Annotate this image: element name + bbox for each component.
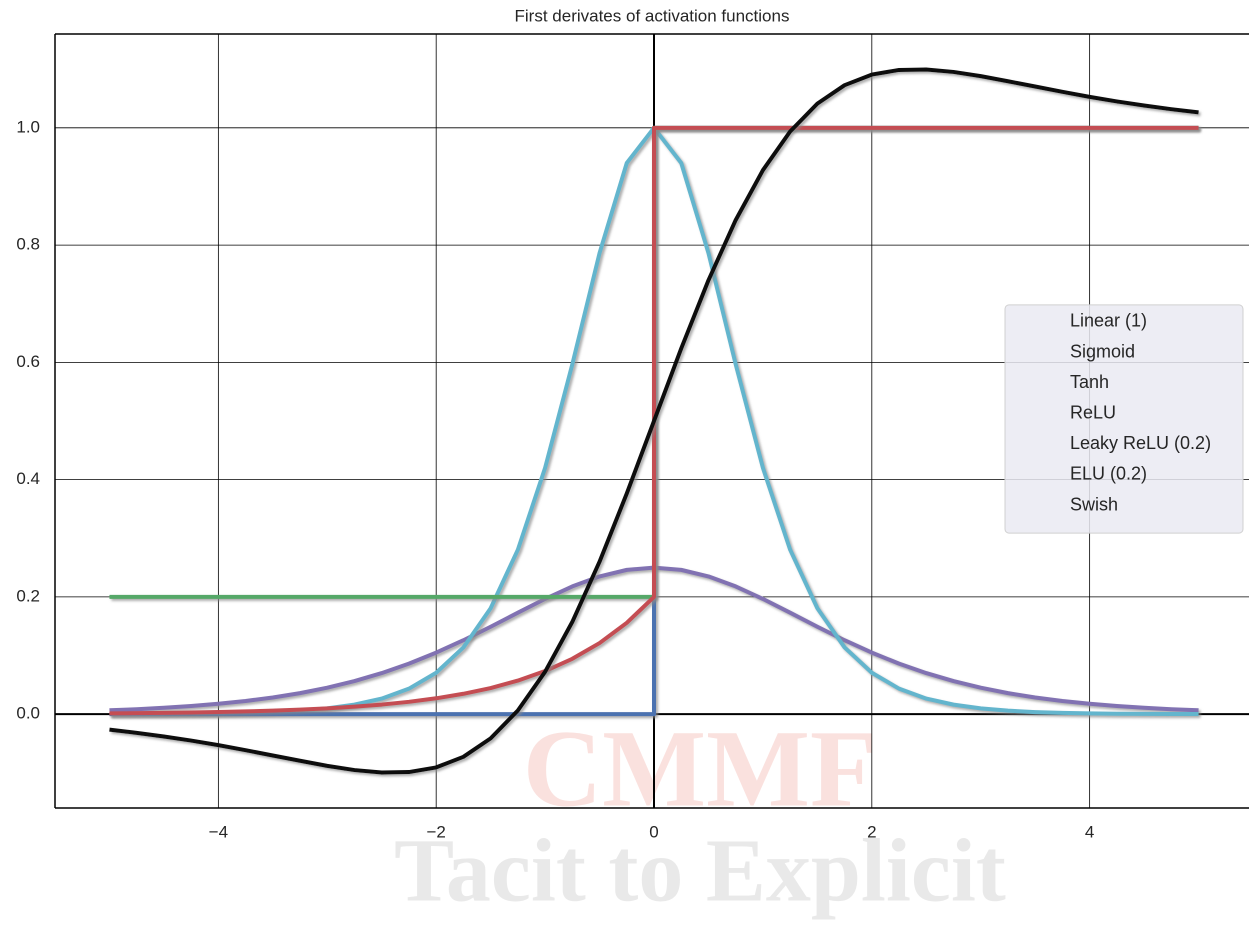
x-tick-label: 4 — [1085, 822, 1094, 841]
legend-label: ELU (0.2) — [1070, 464, 1147, 484]
y-tick-label: 0.0 — [16, 704, 40, 723]
watermark: CMMF — [523, 707, 877, 829]
watermark: Tacit to Explicit — [394, 822, 1006, 921]
legend-box — [1004, 304, 1244, 534]
series-line — [109, 125, 1199, 716]
x-tick-label: 2 — [867, 822, 876, 841]
legend-label: Leaky ReLU (0.2) — [1070, 433, 1211, 453]
y-tick-label: 0.4 — [16, 469, 40, 488]
x-tick-label: −4 — [209, 822, 228, 841]
x-tick-label: 0 — [649, 822, 658, 841]
x-tick-label: −2 — [426, 822, 445, 841]
legend-label: Linear (1) — [1070, 311, 1147, 331]
chart-title: First derivates of activation functions — [515, 6, 790, 25]
legend-label: Sigmoid — [1070, 341, 1135, 361]
legend-label: ReLU — [1070, 402, 1116, 422]
legend-label: Tanh — [1070, 372, 1109, 392]
legend-label: Swish — [1070, 494, 1118, 514]
series-line — [109, 67, 1199, 775]
y-tick-label: 0.6 — [16, 352, 40, 371]
y-tick-label: 0.8 — [16, 235, 40, 254]
y-tick-label: 0.2 — [16, 586, 40, 605]
y-tick-label: 1.0 — [16, 117, 40, 136]
